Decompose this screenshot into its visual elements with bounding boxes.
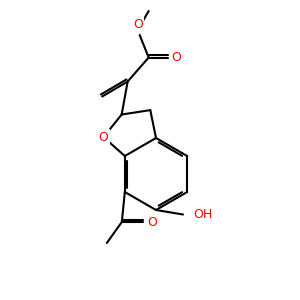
Text: O: O — [99, 130, 109, 144]
Text: OH: OH — [194, 208, 213, 221]
Text: O: O — [172, 51, 182, 64]
Text: O: O — [133, 18, 143, 31]
Text: O: O — [147, 215, 157, 229]
